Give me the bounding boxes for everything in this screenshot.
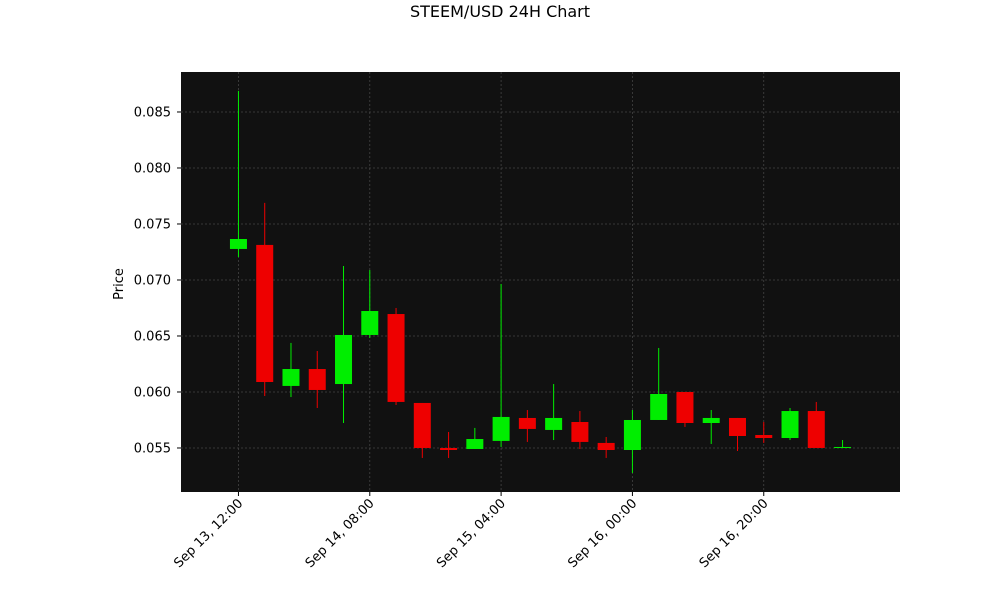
candle-body bbox=[492, 416, 510, 441]
y-tick-label: 0.060 bbox=[134, 385, 171, 400]
candle-body bbox=[256, 244, 274, 383]
candle-body bbox=[545, 417, 563, 430]
candle-body bbox=[728, 417, 746, 436]
candle-body bbox=[702, 417, 720, 424]
candle-body bbox=[650, 394, 668, 420]
candle-body bbox=[571, 422, 589, 442]
x-tick-label: Sep 13, 12:00 bbox=[171, 496, 246, 571]
x-tick-label: Sep 16, 00:00 bbox=[565, 496, 640, 571]
candle-body bbox=[597, 442, 615, 450]
plot-area bbox=[181, 72, 900, 492]
candle-body bbox=[834, 446, 852, 448]
y-tick-label: 0.065 bbox=[134, 329, 171, 344]
y-tick-label: 0.085 bbox=[134, 105, 171, 120]
candle-body bbox=[623, 419, 641, 450]
candle-body bbox=[229, 238, 247, 249]
chart-title: STEEM/USD 24H Chart bbox=[410, 2, 590, 21]
candle-body bbox=[361, 311, 379, 335]
x-tick-label: Sep 16, 20:00 bbox=[697, 496, 772, 571]
y-tick-label: 0.080 bbox=[134, 161, 171, 176]
candle-body bbox=[676, 391, 694, 424]
candle-body bbox=[413, 402, 431, 448]
candle-body bbox=[781, 411, 799, 439]
y-tick-label: 0.075 bbox=[134, 217, 171, 232]
candle-body bbox=[308, 369, 326, 390]
candle-body bbox=[755, 434, 773, 439]
y-tick-label: 0.055 bbox=[134, 441, 171, 456]
candle-body bbox=[440, 447, 458, 450]
y-tick-label: 0.070 bbox=[134, 273, 171, 288]
candle-body bbox=[335, 334, 353, 385]
candle-body bbox=[466, 439, 484, 449]
candle-body bbox=[387, 314, 405, 402]
x-tick-label: Sep 15, 04:00 bbox=[434, 496, 509, 571]
candle-body bbox=[518, 417, 536, 429]
x-tick-label: Sep 14, 08:00 bbox=[303, 496, 378, 571]
y-axis-label: Price bbox=[112, 268, 127, 300]
candle-body bbox=[807, 411, 825, 448]
candle-body bbox=[282, 369, 300, 386]
